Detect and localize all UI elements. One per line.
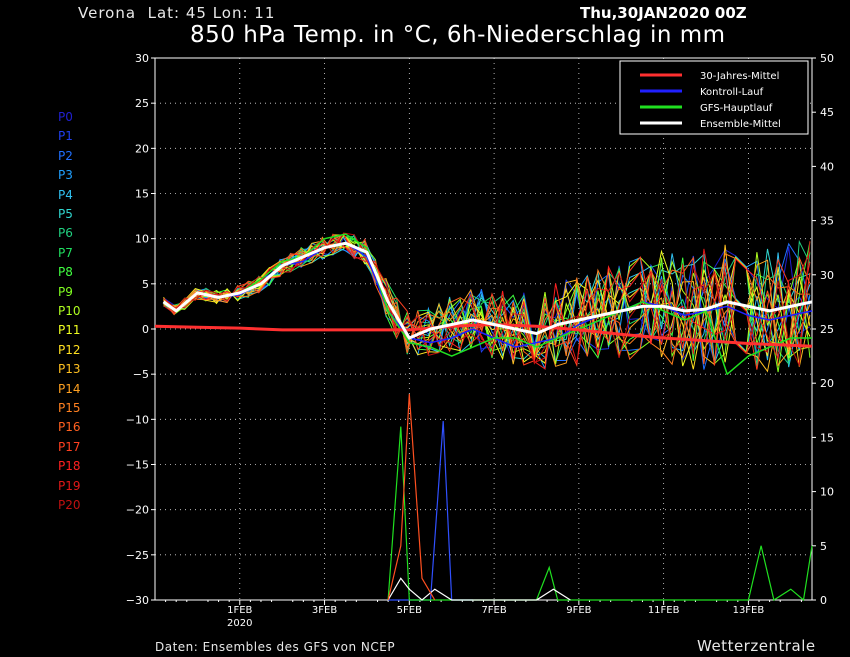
ensemble-members: [163, 232, 811, 373]
member-label: P1: [58, 129, 73, 144]
member-label: P8: [58, 265, 73, 280]
y-right-tick-label: 10: [820, 486, 834, 499]
member-label: P4: [58, 187, 73, 202]
member-label: P11: [58, 323, 81, 338]
y-left-tick-label: −10: [126, 413, 149, 426]
y-right-tick-label: 15: [820, 431, 834, 444]
member-label: P6: [58, 226, 73, 241]
x-tick-label: 11FEB: [648, 605, 680, 616]
member-label: P9: [58, 284, 73, 299]
member-label: P3: [58, 168, 73, 183]
legend: 30-Jahres-Mittel Kontroll-Lauf GFS-Hauptla…: [619, 60, 809, 135]
precipitation-line: [388, 421, 473, 601]
member-label: P19: [58, 478, 81, 493]
y-left-tick-label: −30: [126, 594, 149, 607]
member-label: P2: [58, 148, 73, 163]
x-tick-label: 3FEB: [312, 605, 337, 616]
y-left-tick-label: 5: [142, 278, 149, 291]
x-tick-sublabel: 2020: [227, 618, 252, 629]
member-label: P20: [58, 498, 81, 512]
location-header: Verona Lat: 45 Lon: 11: [78, 4, 275, 22]
main-lines: [154, 233, 813, 375]
chart-title: 850 hPa Temp. in °C, 6h-Niederschlag in …: [190, 22, 726, 48]
ensemble-member-line: [163, 233, 811, 370]
member-label: P7: [58, 245, 73, 260]
x-tick-label: 7FEB: [481, 605, 506, 616]
y-right-tick-label: 35: [820, 215, 834, 228]
legend-label: GFS-Hauptlauf: [700, 103, 773, 114]
precipitation-line: [387, 577, 571, 601]
legend-label: 30-Jahres-Mittel: [700, 71, 779, 82]
precipitation-line: [387, 393, 436, 601]
legend-label: Ensemble-Mittel: [700, 119, 781, 130]
y-left-tick-label: 25: [135, 97, 149, 110]
x-tick-label: 5FEB: [397, 605, 422, 616]
y-left-tick-label: 15: [135, 188, 149, 201]
y-left-tick-label: −25: [126, 549, 149, 562]
series-line-gfs-hauptlauf: [163, 233, 812, 375]
coordinates: Lat: 45 Lon: 11: [147, 4, 276, 22]
y-right-tick-label: 0: [820, 594, 827, 607]
y-right-tick-label: 40: [820, 160, 834, 173]
member-label: P5: [58, 207, 73, 221]
y-right-tick-label: 30: [820, 269, 834, 282]
y-left-tick-label: 0: [142, 323, 149, 336]
series-line-ensemble-mittel: [162, 241, 813, 340]
x-tick-label: 9FEB: [566, 605, 591, 616]
place-name: Verona: [78, 4, 137, 22]
axes: −30 −25 −20 −15 −10 −5 0 5 10 15 20 25 30 0 5 10 15 20 25 3…: [126, 52, 834, 629]
y-right-tick-label: 20: [820, 377, 834, 390]
y-left-tick-label: −15: [126, 459, 149, 472]
y-right-tick-label: 50: [820, 52, 834, 65]
ensemble-member-line: [163, 233, 811, 365]
y-left-tick-label: −5: [133, 368, 149, 381]
y-right-tick-label: 25: [820, 323, 834, 336]
y-left-tick-label: 20: [135, 142, 149, 155]
legend-label: Kontroll-Lauf: [700, 87, 764, 98]
data-source: Daten: Ensembles des GFS von NCEP: [155, 640, 396, 654]
member-label: P0: [58, 110, 73, 124]
y-right-tick-label: 5: [820, 540, 827, 553]
y-right-tick-label: 45: [820, 106, 834, 119]
x-tick-label: 13FEB: [733, 605, 765, 616]
x-tick-label: 1FEB: [227, 605, 252, 616]
y-left-tick-label: 10: [135, 233, 149, 246]
y-left-tick-label: −20: [126, 504, 149, 517]
member-label: P14: [58, 381, 81, 396]
member-label: P10: [58, 304, 81, 318]
member-label: P12: [58, 342, 81, 357]
run-date: Thu,30JAN2020 00Z: [580, 4, 747, 22]
member-label: P17: [58, 439, 81, 454]
member-label: P18: [58, 459, 81, 474]
precipitation-lines: [387, 393, 813, 602]
member-label: P16: [58, 420, 81, 435]
member-label: P15: [58, 401, 81, 415]
precipitation-line: [387, 426, 813, 602]
y-left-tick-label: 30: [135, 52, 149, 65]
member-label: P13: [58, 362, 81, 377]
brand-name: Wetterzentrale: [697, 637, 816, 655]
